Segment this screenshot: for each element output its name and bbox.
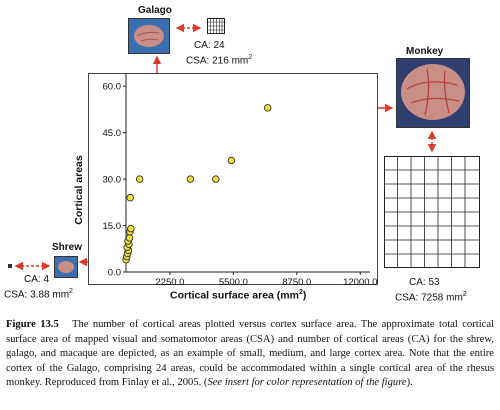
shrew-area-grid xyxy=(8,264,12,268)
shrew-ca: CA: 4 xyxy=(24,274,50,285)
x-tick-label-3: 12000.0 xyxy=(343,277,377,288)
monkey-area-grid xyxy=(384,156,480,273)
data-point-15 xyxy=(263,104,272,112)
shrew-brain-image xyxy=(54,256,78,278)
data-point-9 xyxy=(127,224,135,233)
monkey-ca: CA: 53 xyxy=(409,277,440,288)
data-point-14 xyxy=(227,156,236,165)
y-tick-label-4: 60.0 xyxy=(103,82,122,93)
data-point-12 xyxy=(186,175,195,183)
galago-area-grid xyxy=(207,18,225,39)
y-axis-label: Cortical areas xyxy=(73,155,85,225)
data-point-10 xyxy=(126,193,134,202)
figure-caption: Figure 13.5 The number of cortical areas… xyxy=(6,319,494,389)
galago-ca: CA: 24 xyxy=(194,40,225,51)
y-tick-label-1: 15.0 xyxy=(103,221,122,232)
galago-csa: CSA: 216 mm2 xyxy=(186,54,253,67)
data-point-13 xyxy=(212,175,220,183)
monkey-csa: CSA: 7258 mm2 xyxy=(395,291,467,304)
data-point-11 xyxy=(135,175,144,183)
y-tick-label-0: 0.0 xyxy=(108,268,121,279)
galago-brain-image xyxy=(128,18,170,54)
x-tick-label-0: 2250.0 xyxy=(155,277,184,288)
galago-stats: CA: 24 CSA: 216 mm2 xyxy=(186,40,252,67)
y-tick-label-3: 45.0 xyxy=(103,128,122,139)
figure-number: Figure 13.5 xyxy=(6,319,59,330)
x-axis-label: Cortical surface area (mm2) xyxy=(170,289,307,302)
monkey-label: Monkey xyxy=(406,46,444,57)
x-tick-label-1: 5500.0 xyxy=(219,277,248,288)
galago-label: Galago xyxy=(138,5,172,16)
monkey-stats: CA: 53 CSA: 7258 mm2 xyxy=(395,277,467,304)
caption-text: The number of cortical areas plotted ver… xyxy=(6,319,494,389)
x-tick-label-2: 8750.0 xyxy=(282,277,311,288)
caption-italic: See insert for color representation of t… xyxy=(207,377,407,389)
data-point-7 xyxy=(125,234,134,242)
shrew-label: Shrew xyxy=(52,242,83,253)
shrew-stats: CA: 4 CSA: 3.88 mm2 xyxy=(4,274,73,301)
y-tick-label-2: 30.0 xyxy=(103,175,122,186)
monkey-brain-image xyxy=(396,58,470,128)
shrew-csa: CSA: 3.88 mm2 xyxy=(4,288,73,301)
